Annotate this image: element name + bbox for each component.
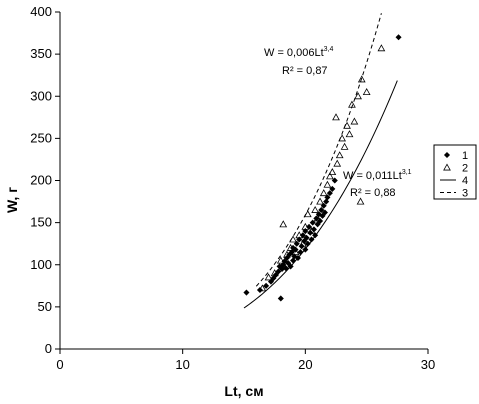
annotation-group1: W = 0,011Lt3,1 R² = 0,88: [343, 169, 412, 199]
point-series-1: [326, 190, 333, 197]
x-tick-label: 30: [421, 357, 435, 372]
point-series-2: [276, 256, 285, 264]
point-series-2: [348, 100, 356, 108]
y-tick-label: 50: [38, 299, 52, 314]
point-series-1: [285, 260, 292, 267]
r2-group2: R² = 0,87: [282, 65, 328, 77]
y-tick-label: 150: [30, 215, 52, 230]
point-series-2: [311, 205, 320, 213]
data-points: [243, 34, 402, 302]
point-series-2: [345, 130, 354, 138]
x-axis-title: Lt, см: [224, 383, 263, 399]
point-series-2: [356, 197, 365, 205]
point-series-1: [277, 295, 284, 302]
point-series-1: [297, 249, 304, 256]
point-series-1: [308, 236, 315, 243]
point-series-2: [357, 75, 366, 83]
point-series-1: [320, 202, 327, 209]
x-axis: 0 10 20 30: [56, 348, 435, 372]
y-tick-label: 100: [30, 257, 52, 272]
point-series-1: [395, 34, 402, 41]
point-series-1: [331, 177, 338, 184]
point-series-2: [264, 273, 273, 281]
point-series-1: [287, 263, 294, 270]
point-series-2: [328, 168, 337, 176]
point-series-2: [335, 151, 344, 159]
point-series-2: [291, 248, 300, 256]
y-tick-label: 350: [30, 46, 52, 61]
y-axis: 0 50 100 150 200 250 300 350 400: [30, 4, 61, 356]
legend-marker-1: [443, 151, 451, 159]
annotation-group2: W = 0,006Lt3,4 R² = 0,87: [264, 46, 333, 77]
legend-box: [433, 144, 477, 200]
point-series-1: [243, 289, 250, 296]
point-series-2: [313, 214, 322, 222]
legend-label: 4: [462, 175, 468, 187]
point-series-2: [319, 189, 328, 197]
legend-marker-2: [443, 163, 451, 171]
point-series-1: [314, 221, 321, 228]
legend-label: 2: [462, 163, 468, 175]
legend-label: 1: [462, 150, 468, 162]
fit-curve-solid: [243, 80, 398, 309]
point-series-2: [299, 239, 307, 247]
point-series-2: [303, 210, 312, 218]
point-series-2: [283, 250, 291, 258]
point-series-2: [258, 284, 267, 292]
x-tick-label: 20: [298, 357, 312, 372]
point-series-1: [321, 209, 328, 216]
x-tick-label: 10: [175, 357, 189, 372]
plot-area: 0 50 100 150 200 250 300 350 400 0 10 20 30: [30, 4, 435, 372]
point-series-1: [294, 254, 301, 262]
legend-label: 3: [462, 188, 468, 200]
y-tick-label: 0: [45, 341, 52, 356]
equation-group1: W = 0,011Lt3,1: [343, 169, 412, 182]
y-tick-label: 200: [30, 173, 52, 188]
point-series-2: [377, 44, 386, 52]
point-series-2: [362, 88, 371, 95]
point-series-2: [333, 159, 342, 167]
y-tick-label: 250: [30, 130, 52, 145]
point-series-1: [304, 240, 311, 247]
point-series-1: [318, 206, 325, 214]
point-series-1: [307, 229, 314, 236]
point-series-2: [338, 134, 347, 142]
point-series-1: [282, 265, 289, 272]
point-series-2: [301, 222, 310, 230]
equation-group2: W = 0,006Lt3,4: [264, 46, 333, 59]
point-series-2: [343, 121, 351, 129]
x-tick-label: 0: [56, 357, 63, 372]
point-series-2: [323, 180, 332, 188]
y-tick-label: 400: [30, 4, 52, 19]
point-series-1: [272, 271, 279, 278]
point-series-1: [324, 194, 331, 201]
point-series-2: [354, 92, 362, 100]
point-series-1: [319, 212, 326, 219]
point-series-2: [307, 227, 316, 235]
point-series-2: [332, 113, 340, 121]
point-series-1: [323, 198, 330, 205]
point-series-1: [275, 268, 282, 275]
point-series-1: [329, 185, 336, 192]
point-series-1: [303, 234, 310, 241]
point-series-2: [279, 220, 288, 228]
point-series-1: [302, 246, 309, 253]
y-tick-label: 300: [30, 88, 52, 103]
point-series-2: [289, 235, 297, 243]
point-series-2: [295, 231, 304, 239]
y-axis-title: W, г: [4, 187, 20, 213]
point-series-2: [286, 243, 295, 251]
point-series-2: [316, 197, 324, 205]
point-series-2: [325, 172, 334, 180]
point-series-1: [270, 275, 277, 282]
point-series-2: [340, 142, 349, 150]
point-series-2: [350, 117, 359, 125]
point-series-2: [270, 269, 279, 277]
r2-group1: R² = 0,88: [350, 187, 396, 199]
point-series-1: [263, 282, 270, 289]
